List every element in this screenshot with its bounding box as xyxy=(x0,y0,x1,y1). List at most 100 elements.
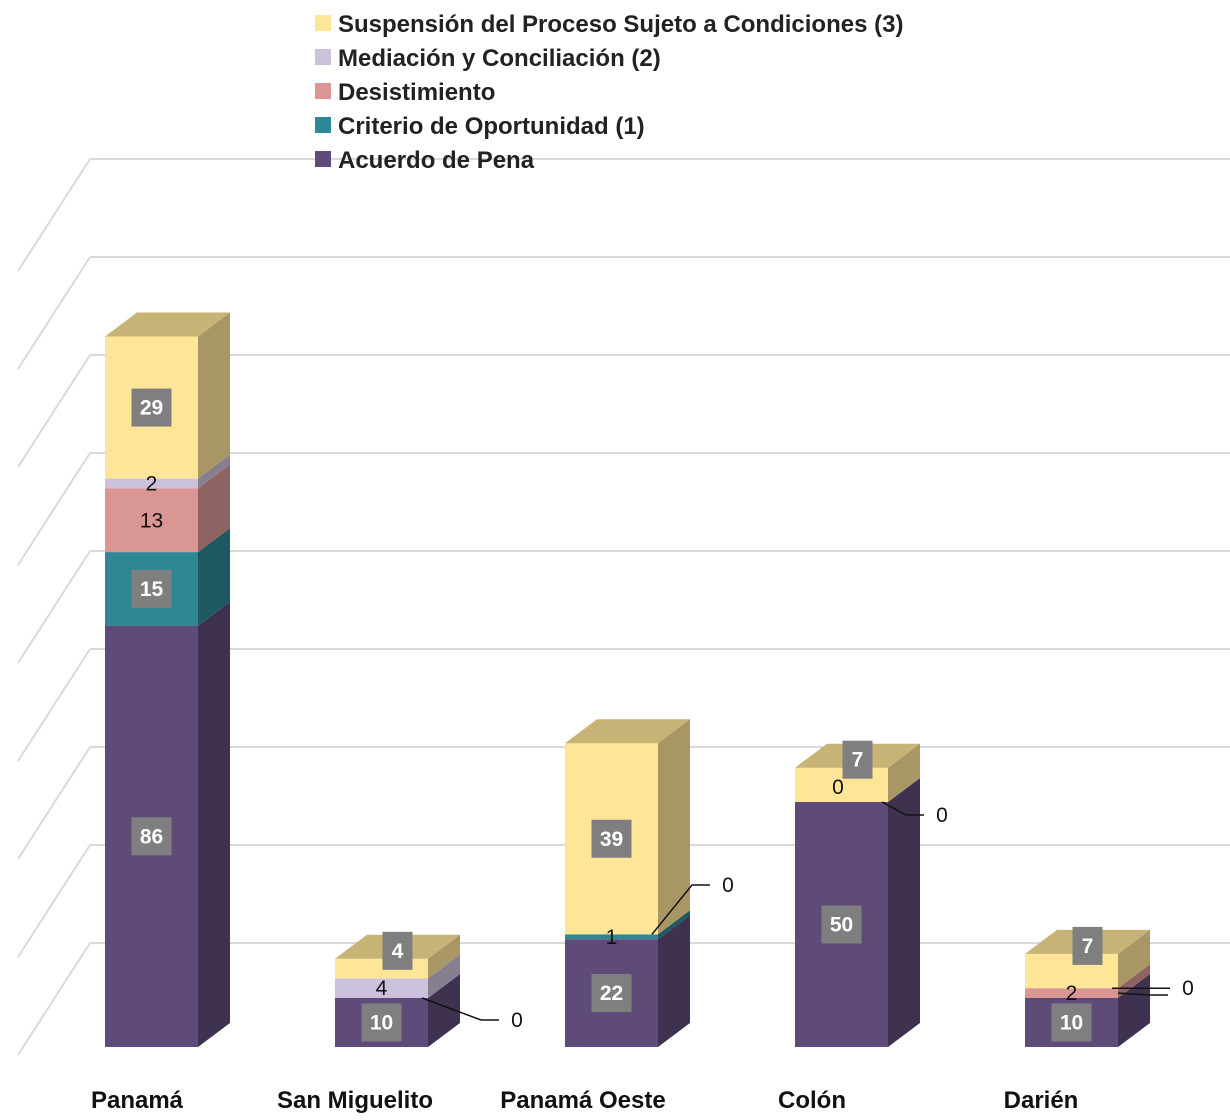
data-label-colon-acuerdo-de-pena: 50 xyxy=(821,905,862,944)
data-label-box xyxy=(591,974,632,1013)
data-label-san-miguelito-suspension-del-proceso-sujeto-a-condiciones-3: 4 xyxy=(382,931,413,970)
data-label-san-miguelito-mediacion-y-conciliacion-2: 4 xyxy=(376,977,388,1000)
bar-side xyxy=(198,312,230,479)
gridline-side xyxy=(17,452,91,566)
data-label-box xyxy=(1051,1003,1092,1042)
data-label-darien-suspension-del-proceso-sujeto-a-condiciones-3: 7 xyxy=(1072,926,1103,965)
data-label-box xyxy=(821,905,862,944)
bar-side xyxy=(1118,964,1150,998)
bar-side xyxy=(198,601,230,1047)
bar-side xyxy=(658,719,690,935)
bar-side xyxy=(198,528,230,626)
bar-side xyxy=(428,974,460,1047)
bar-segment-suspension-del-proceso-sujeto-a-condiciones-3 xyxy=(565,719,690,935)
legend-swatch xyxy=(315,117,331,133)
category-label-san-miguelito: San Miguelito xyxy=(277,1087,433,1114)
bar-segment-acuerdo-de-pena xyxy=(565,915,690,1047)
bar-side xyxy=(658,910,690,940)
legend-item-desistimiento: Desistimiento xyxy=(315,79,495,106)
bar-front xyxy=(335,958,428,979)
data-label-box xyxy=(361,1003,402,1042)
bar-front xyxy=(105,478,198,489)
legend-swatch xyxy=(315,15,331,31)
bar-front xyxy=(1025,988,1118,998)
legend-label: Criterio de Oportunidad (1) xyxy=(338,113,645,140)
data-label-text: 15 xyxy=(140,578,164,601)
data-label-box xyxy=(842,740,873,779)
category-label-darien: Darién xyxy=(1004,1087,1079,1114)
bar-side xyxy=(198,454,230,489)
data-label-text: 29 xyxy=(140,397,163,420)
data-label-text: 50 xyxy=(830,914,853,937)
gridline-side xyxy=(17,550,91,664)
data-label-panama-oeste-criterio-de-oportunidad-1: 1 xyxy=(606,926,618,949)
data-label-text: 86 xyxy=(140,825,163,848)
zero-callout-colon-desistimiento: 0 xyxy=(832,776,844,799)
gridline-side xyxy=(17,648,91,762)
bar-top xyxy=(105,312,230,337)
data-label-panama-desistimiento: 13 xyxy=(140,509,163,532)
leader-line xyxy=(881,801,924,816)
legend: Suspensión del Proceso Sujeto a Condicio… xyxy=(315,11,903,174)
data-label-text: 0 xyxy=(832,776,844,799)
zero-callout-colon-criterio-de-oportunidad-1: 0 xyxy=(881,801,948,827)
data-label-text: 0 xyxy=(511,1009,523,1032)
data-label-box xyxy=(1072,926,1103,965)
zero-callout-darien-mediacion-y-conciliacion-2: 0 xyxy=(1112,977,1194,1000)
data-label-text: 4 xyxy=(392,940,404,963)
leader-line xyxy=(1117,992,1168,996)
data-label-panama-oeste-suspension-del-proceso-sujeto-a-condiciones-3: 39 xyxy=(591,819,632,858)
zero-callout-san-miguelito-criterio-de-oportunidad-1: 0 xyxy=(421,997,523,1032)
bar-segment-desistimiento xyxy=(1025,964,1150,998)
data-label-box xyxy=(131,388,172,427)
bar-side xyxy=(888,778,920,1047)
gridline-side xyxy=(17,746,91,860)
data-label-panama-acuerdo-de-pena: 86 xyxy=(131,817,172,856)
bars xyxy=(105,312,1150,1047)
data-label-panama-oeste-acuerdo-de-pena: 22 xyxy=(591,974,632,1013)
legend-item-mediacion-y-conciliacion-2: Mediación y Conciliación (2) xyxy=(315,45,661,72)
category-labels: Panamá San Miguelito Panamá Oeste Colón Dari… xyxy=(91,1087,1078,1114)
data-label-text: 7 xyxy=(1082,935,1094,958)
bar-side xyxy=(198,464,230,553)
data-label-text: 0 xyxy=(936,804,948,827)
data-label-san-miguelito-acuerdo-de-pena: 10 xyxy=(361,1003,402,1042)
bar-side xyxy=(658,915,690,1047)
gridline-side xyxy=(17,158,91,272)
bar-front xyxy=(105,488,198,553)
data-label-text: 22 xyxy=(600,982,623,1005)
bar-segment-criterio-de-oportunidad-1 xyxy=(565,910,690,940)
data-label-panama-mediacion-y-conciliacion-2: 2 xyxy=(146,473,158,496)
bar-front xyxy=(335,978,428,998)
leader-line xyxy=(651,884,710,935)
gridline-side xyxy=(17,354,91,468)
legend-swatch xyxy=(315,83,331,99)
category-label-colon: Colón xyxy=(778,1087,846,1114)
data-label-panama-suspension-del-proceso-sujeto-a-condiciones-3: 29 xyxy=(131,388,172,427)
bar-segment-desistimiento xyxy=(105,464,230,553)
data-label-box xyxy=(382,931,413,970)
data-label-box xyxy=(591,819,632,858)
bar-segment-mediacion-y-conciliacion-2 xyxy=(335,954,460,998)
leader-line xyxy=(421,997,499,1021)
bar-side xyxy=(428,954,460,998)
data-label-text: 7 xyxy=(852,749,864,772)
data-label-darien-desistimiento: 2 xyxy=(1066,982,1078,1005)
legend-swatch xyxy=(315,151,331,167)
data-label-text: 39 xyxy=(600,828,623,851)
legend-label: Acuerdo de Pena xyxy=(338,147,535,174)
bar-segment-mediacion-y-conciliacion-2 xyxy=(105,454,230,489)
data-label-box xyxy=(131,817,172,856)
bar-side xyxy=(1118,929,1150,989)
gridline-side xyxy=(17,942,91,1056)
legend-item-acuerdo-de-pena: Acuerdo de Pena xyxy=(315,147,535,174)
gridline-side xyxy=(17,256,91,370)
legend-label: Mediación y Conciliación (2) xyxy=(338,45,661,72)
data-label-darien-acuerdo-de-pena: 10 xyxy=(1051,1003,1092,1042)
data-label-text: 0 xyxy=(722,874,734,897)
legend-swatch xyxy=(315,49,331,65)
legend-label: Suspensión del Proceso Sujeto a Condicio… xyxy=(338,11,903,38)
